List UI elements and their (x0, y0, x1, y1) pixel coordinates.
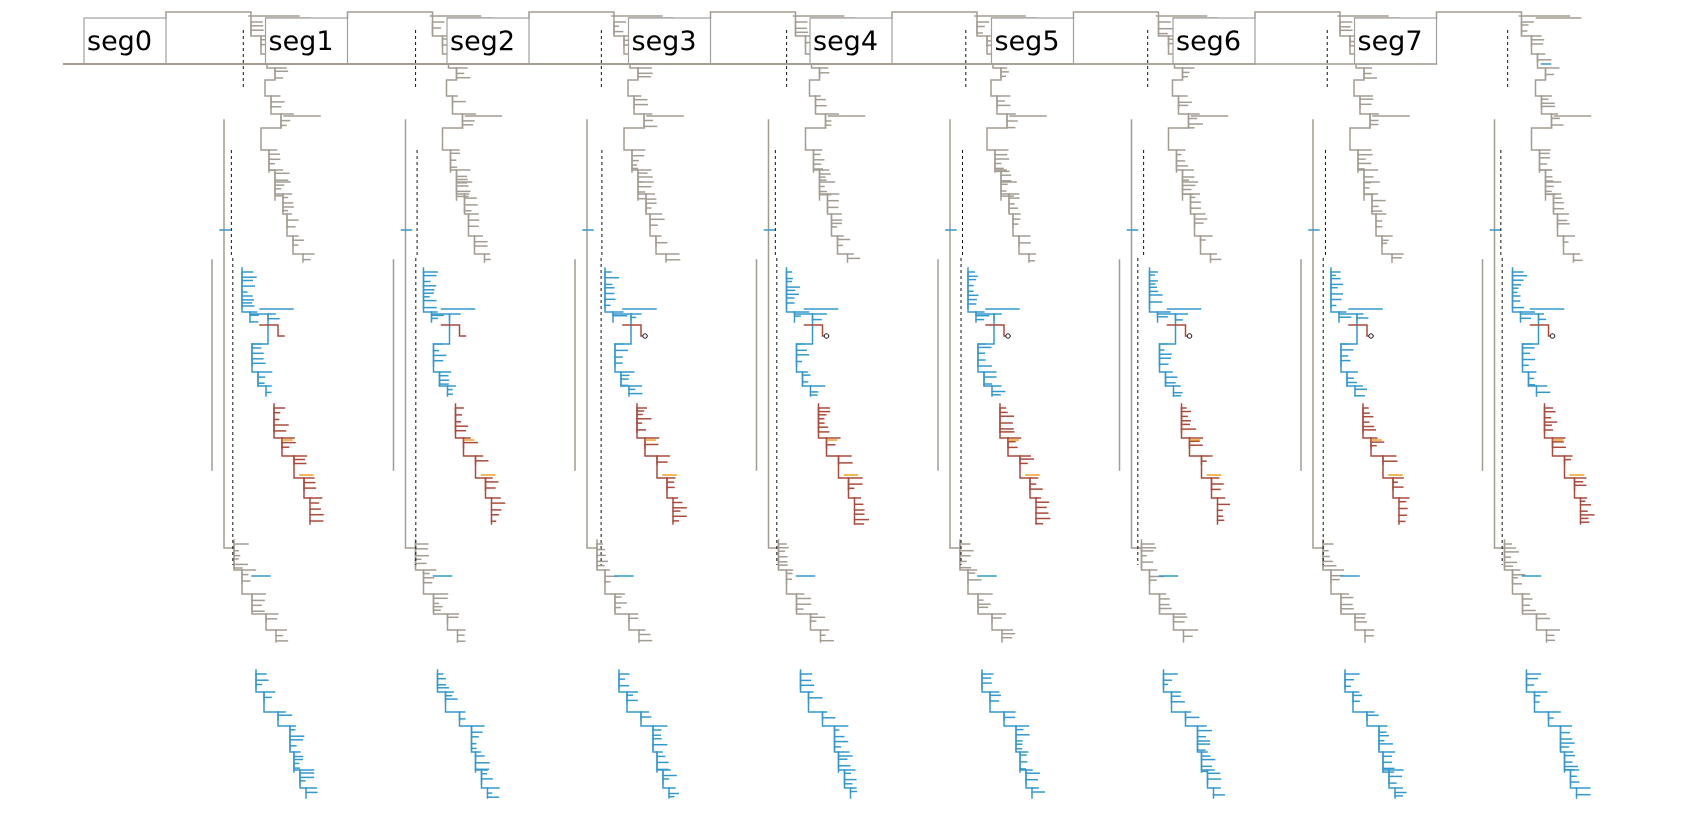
red-clade-spine (273, 403, 311, 499)
panel-label-box (264, 17, 349, 65)
grey-low-spine (414, 539, 459, 631)
blue-mid-spine (785, 267, 814, 387)
blue-low-spine (436, 669, 489, 789)
tree-panel-seg3: seg3 (63, 11, 869, 799)
link-marker (1368, 333, 1374, 339)
grey-top-spine (1435, 11, 1575, 255)
panel-label: seg1 (269, 26, 334, 57)
blue-low-spine (618, 669, 670, 789)
blue-mid-spine (967, 267, 995, 387)
red-clade-spine (1362, 403, 1400, 499)
blue-mid-spine (1330, 267, 1358, 387)
panel-label-box (446, 17, 530, 65)
grey-trunk (1118, 119, 1143, 549)
blue-low-spine (255, 669, 307, 789)
grey-low-spine (596, 539, 640, 631)
grey-trunk (1300, 119, 1324, 549)
panel-label: seg7 (1358, 26, 1423, 57)
blue-top-tips (945, 63, 1007, 231)
grey-low-spine (1322, 539, 1366, 631)
panel-label-box (83, 17, 167, 65)
panel-label: seg0 (87, 26, 152, 57)
panel-label-box (627, 17, 712, 65)
panel-label-box (990, 17, 1075, 65)
grey-trunk (211, 119, 235, 549)
blue-top-tips (763, 63, 826, 231)
grey-low-spine (1503, 539, 1548, 631)
red-small-clade (440, 324, 467, 337)
red-small-clade (259, 324, 285, 337)
red-clade-spine (817, 403, 856, 499)
blue-mid-spine (604, 267, 632, 387)
blue-top-tips (219, 63, 281, 231)
panel-label-box (1353, 17, 1438, 65)
panel-label: seg2 (450, 26, 515, 57)
panel-label: seg6 (1176, 26, 1241, 57)
orange-tips (645, 439, 677, 476)
blue-top-tips (1489, 63, 1552, 231)
grey-low-spine (777, 539, 822, 631)
grey-top-spine (1254, 11, 1393, 255)
grey-top-spine (346, 11, 486, 255)
grey-low-spine (1140, 539, 1185, 631)
grey-trunk (392, 119, 417, 549)
tree-panel-seg0: seg0 (63, 11, 324, 799)
red-clade-spine (999, 403, 1037, 499)
blue-low-spine (1162, 669, 1215, 789)
tree-panel-seg1: seg1 (63, 11, 506, 799)
blue-low-spine (1344, 669, 1396, 789)
blue-mid-spine (422, 267, 451, 387)
grey-top-spine (528, 11, 667, 255)
panel-label: seg4 (813, 26, 878, 57)
blue-mid-spine (1148, 267, 1177, 387)
blue-low-spine (799, 669, 852, 789)
orange-tips (1008, 439, 1040, 476)
grey-top-spine (165, 11, 304, 255)
grey-trunk (755, 119, 780, 549)
grey-top-spine (891, 11, 1030, 255)
blue-low-spine (1525, 669, 1578, 789)
blue-top-tips (400, 63, 463, 231)
red-clade-spine (1180, 403, 1219, 499)
tree-panel-seg5: seg5 (63, 11, 1230, 799)
orange-tips (1371, 439, 1403, 476)
link-marker (823, 333, 830, 339)
grey-trunk (574, 119, 598, 549)
blue-low-spine (981, 669, 1033, 789)
tree-panel-seg6: seg6 (63, 11, 1410, 799)
orange-tips (826, 439, 859, 476)
grey-trunk (937, 119, 961, 549)
tree-panel-seg2: seg2 (63, 11, 687, 799)
blue-top-tips (582, 63, 644, 231)
red-clade-spine (1543, 403, 1582, 499)
panel-label: seg5 (995, 26, 1060, 57)
grey-low-spine (959, 539, 1003, 631)
panel-label-box (1172, 17, 1256, 65)
link-marker (1549, 333, 1556, 339)
link-marker (1005, 333, 1011, 339)
red-clade-spine (636, 403, 674, 499)
orange-tips (1189, 439, 1222, 476)
blue-top-tips (1126, 63, 1189, 231)
blue-mid-spine (241, 267, 269, 387)
orange-tips (282, 439, 314, 476)
blue-top-tips (1308, 63, 1370, 231)
panel-label: seg3 (632, 26, 697, 57)
grey-trunk (1481, 119, 1506, 549)
blue-mid-spine (1511, 267, 1540, 387)
tree-panel-seg7: seg7 (63, 11, 1595, 799)
grey-top-spine (709, 11, 849, 255)
link-marker (642, 333, 648, 339)
panel-label-box (809, 17, 893, 65)
orange-tips (463, 439, 496, 476)
orange-tips (1552, 439, 1585, 476)
grey-top-spine (1072, 11, 1212, 255)
link-marker (1186, 333, 1193, 339)
red-clade-spine (454, 403, 493, 499)
grey-low-spine (233, 539, 277, 631)
